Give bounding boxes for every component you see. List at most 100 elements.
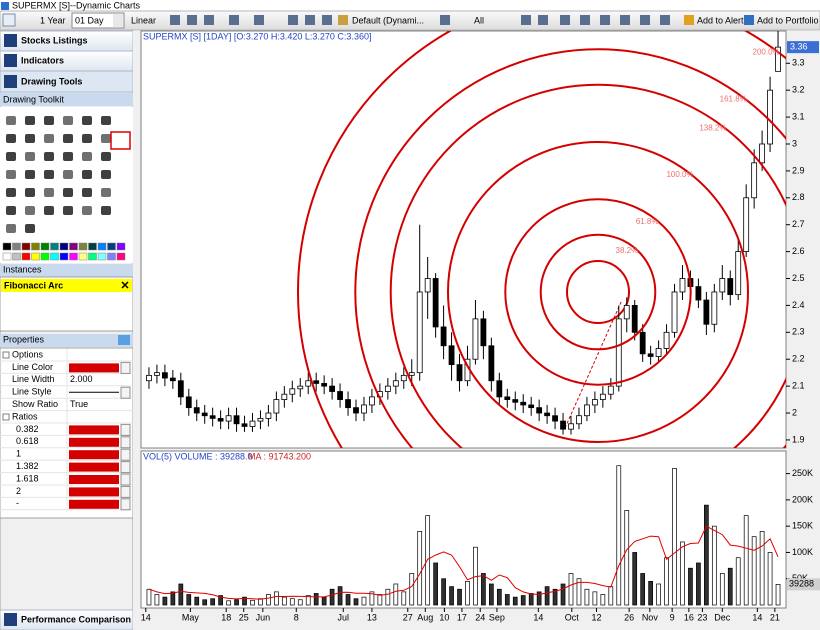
color-swatch[interactable] xyxy=(2,252,12,261)
tool-icon[interactable] xyxy=(63,116,73,125)
dropdown-arrow[interactable] xyxy=(120,386,131,399)
color-swatch[interactable] xyxy=(50,252,59,261)
filter-button[interactable]: All xyxy=(474,15,484,25)
tool-icon[interactable] xyxy=(82,134,92,143)
color-value[interactable] xyxy=(69,475,119,484)
tool-icon[interactable] xyxy=(25,134,35,143)
dropdown-arrow[interactable] xyxy=(120,448,131,461)
layout-button[interactable]: Default (Dynami... xyxy=(352,15,424,25)
tool-icon[interactable] xyxy=(6,116,16,125)
tool-icon[interactable] xyxy=(63,152,73,161)
tool-icon[interactable] xyxy=(63,134,73,143)
remove-instance[interactable] xyxy=(121,281,129,289)
color-value[interactable] xyxy=(69,437,119,447)
tool-icon[interactable] xyxy=(6,206,16,215)
color-swatch[interactable] xyxy=(69,252,78,261)
color-value[interactable] xyxy=(69,462,119,472)
color-swatch[interactable] xyxy=(12,252,21,261)
color-value[interactable] xyxy=(69,450,119,460)
color-swatch[interactable] xyxy=(107,242,116,251)
indicators-button[interactable] xyxy=(0,50,134,72)
color-swatch[interactable] xyxy=(21,252,31,261)
tool-icon[interactable] xyxy=(101,206,111,215)
color-swatch[interactable] xyxy=(12,242,21,251)
color-swatch[interactable] xyxy=(97,252,107,261)
tool-icon[interactable] xyxy=(82,188,92,197)
dropdown-arrow[interactable] xyxy=(113,14,123,27)
tool-icon[interactable] xyxy=(44,116,54,125)
tool-icon[interactable] xyxy=(101,188,111,197)
tool-icon[interactable] xyxy=(44,152,54,161)
tool-icon[interactable] xyxy=(25,170,35,179)
dropdown-arrow[interactable] xyxy=(120,473,131,486)
tool-icon[interactable] xyxy=(25,116,35,125)
color-swatch[interactable] xyxy=(88,242,97,251)
tool-icon[interactable] xyxy=(44,170,54,179)
add-alert-button[interactable]: Add to Alert xyxy=(697,15,744,25)
interval-select[interactable] xyxy=(71,12,125,29)
tool-icon[interactable] xyxy=(44,188,54,197)
color-value[interactable] xyxy=(69,425,119,435)
volume-bar xyxy=(329,588,335,606)
dropdown-arrow[interactable] xyxy=(120,436,131,449)
color-swatch[interactable] xyxy=(50,242,59,251)
dropdown-arrow[interactable] xyxy=(120,485,131,498)
tool-icon[interactable] xyxy=(44,134,54,143)
fib-anchor-line xyxy=(564,299,623,429)
tool-icon[interactable] xyxy=(6,170,16,179)
color-value[interactable] xyxy=(69,487,119,497)
tool-icon[interactable] xyxy=(82,152,92,161)
dropdown-arrow[interactable] xyxy=(120,461,131,474)
tool-icon[interactable] xyxy=(25,224,35,233)
dropdown-arrow[interactable] xyxy=(120,423,131,436)
candle-body xyxy=(345,399,351,409)
color-swatch[interactable] xyxy=(107,252,116,261)
color-swatch[interactable] xyxy=(2,242,12,251)
color-swatch[interactable] xyxy=(88,252,97,261)
period-button[interactable]: 1 Year xyxy=(40,15,66,25)
color-swatch[interactable] xyxy=(59,252,69,261)
instance-row[interactable] xyxy=(1,279,132,292)
color-swatch[interactable] xyxy=(97,242,107,251)
tool-icon[interactable] xyxy=(101,134,111,143)
color-palette xyxy=(2,242,126,261)
color-swatch[interactable] xyxy=(78,242,88,251)
color-swatch[interactable] xyxy=(21,242,31,251)
tool-icon[interactable] xyxy=(101,116,111,125)
color-swatch[interactable] xyxy=(40,252,50,261)
tool-icon[interactable] xyxy=(63,170,73,179)
color-swatch[interactable] xyxy=(40,242,50,251)
properties-icon[interactable] xyxy=(118,335,130,345)
dropdown-arrow[interactable] xyxy=(120,498,131,511)
expand-toggle[interactable] xyxy=(2,413,10,421)
color-swatch[interactable] xyxy=(59,242,69,251)
tool-icon[interactable] xyxy=(25,206,35,215)
color-swatch[interactable] xyxy=(116,252,126,261)
tool-icon[interactable] xyxy=(25,188,35,197)
tool-icon[interactable] xyxy=(101,170,111,179)
tool-icon[interactable] xyxy=(82,206,92,215)
dropdown-arrow[interactable] xyxy=(120,361,131,374)
tool-icon[interactable] xyxy=(25,152,35,161)
tool-icon[interactable] xyxy=(6,152,16,161)
color-swatch[interactable] xyxy=(116,242,126,251)
expand-toggle[interactable] xyxy=(2,351,10,359)
tool-icon[interactable] xyxy=(6,134,16,143)
color-swatch[interactable] xyxy=(69,242,78,251)
toolbar-button[interactable] xyxy=(2,13,16,27)
tool-icon[interactable] xyxy=(63,188,73,197)
tool-icon[interactable] xyxy=(6,224,16,233)
tool-icon[interactable] xyxy=(44,206,54,215)
tool-icon[interactable] xyxy=(63,206,73,215)
color-swatch[interactable] xyxy=(78,252,88,261)
tool-icon[interactable] xyxy=(82,170,92,179)
add-portfolio-button[interactable]: Add to Portfolio xyxy=(757,15,819,25)
tool-icon[interactable] xyxy=(6,188,16,197)
color-value[interactable] xyxy=(69,499,119,509)
tool-icon[interactable] xyxy=(82,116,92,125)
scale-button[interactable]: Linear xyxy=(131,15,156,25)
color-swatch[interactable] xyxy=(31,252,40,261)
color-value[interactable] xyxy=(69,363,119,373)
tool-icon[interactable] xyxy=(101,152,111,161)
color-swatch[interactable] xyxy=(31,242,40,251)
